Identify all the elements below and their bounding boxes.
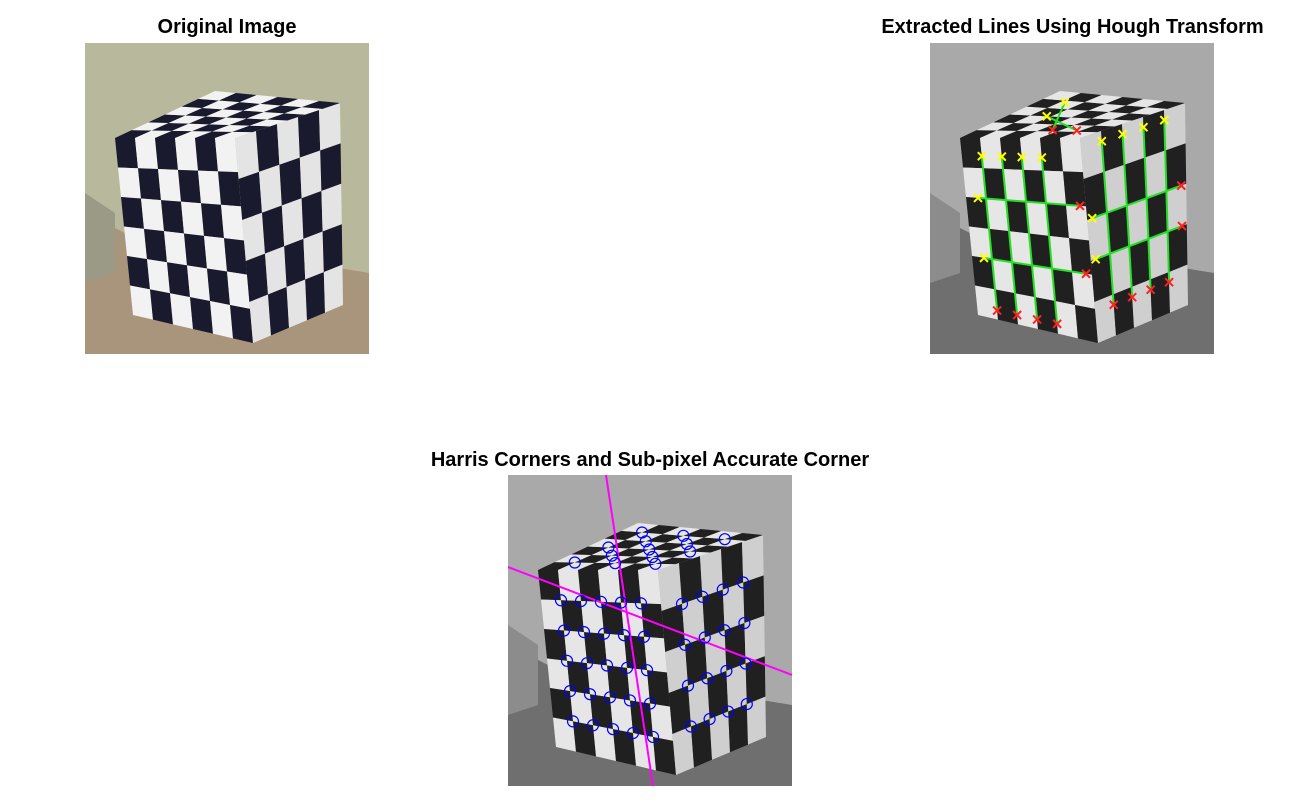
harris-corner bbox=[716, 583, 729, 596]
harris-corner bbox=[640, 664, 654, 677]
harris-corner bbox=[677, 529, 690, 542]
harris-corner bbox=[634, 597, 648, 610]
harris-corner bbox=[738, 616, 751, 630]
harris-corner bbox=[594, 595, 608, 608]
harris-corner bbox=[600, 659, 614, 672]
hough-line bbox=[1100, 141, 1115, 305]
harris-corner bbox=[560, 654, 574, 667]
harris-corner bbox=[698, 631, 711, 644]
harris-corner bbox=[703, 712, 716, 726]
hough-segment-starts bbox=[973, 97, 1170, 264]
hough-segment-ends bbox=[992, 125, 1187, 329]
harris-corner bbox=[563, 685, 577, 698]
harris-corner bbox=[720, 664, 733, 678]
hough-line bbox=[1051, 101, 1066, 131]
harris-corner bbox=[626, 726, 640, 740]
background-shadow bbox=[508, 625, 538, 715]
original-image-title: Original Image bbox=[157, 16, 297, 38]
sub-pixel-guide-lines bbox=[508, 475, 792, 786]
harris-corner bbox=[637, 630, 651, 643]
harris-corners-title: Harris Corners and Sub-pixel Accurate Co… bbox=[430, 449, 870, 471]
harris-corner bbox=[605, 549, 618, 562]
harris-corner bbox=[566, 715, 580, 728]
harris-corner bbox=[623, 694, 637, 707]
harris-corner bbox=[617, 629, 631, 642]
hough-line bbox=[980, 156, 999, 311]
harris-corner bbox=[681, 679, 695, 692]
harris-corner bbox=[574, 594, 588, 608]
harris-corner bbox=[586, 719, 600, 732]
harris-corner bbox=[620, 661, 634, 674]
hough-line bbox=[1020, 157, 1039, 320]
background-shadow bbox=[85, 193, 115, 283]
harris-corner bbox=[722, 705, 735, 718]
harris-corner-markers bbox=[554, 526, 753, 744]
harris-corner bbox=[718, 533, 731, 546]
harris-corner bbox=[684, 720, 698, 733]
background-shadow bbox=[930, 193, 960, 283]
original-image bbox=[85, 43, 369, 354]
harris-corner bbox=[608, 557, 622, 570]
harris-corners-image bbox=[508, 475, 792, 786]
harris-corner bbox=[678, 638, 692, 651]
hough-line bbox=[1121, 134, 1134, 298]
harris-corner bbox=[646, 550, 659, 564]
cube-side-face bbox=[1080, 103, 1188, 343]
harris-corner bbox=[739, 657, 752, 670]
guide-line bbox=[508, 566, 792, 676]
hough-line-segments bbox=[977, 101, 1183, 324]
harris-corner bbox=[557, 624, 571, 637]
hough-line bbox=[1095, 225, 1183, 261]
harris-corner bbox=[643, 697, 657, 710]
harris-corner bbox=[597, 627, 611, 640]
harris-corner bbox=[683, 545, 697, 558]
hough-lines-image bbox=[930, 43, 1214, 354]
harris-corner bbox=[643, 543, 656, 556]
harris-corner bbox=[740, 697, 753, 711]
harris-corner bbox=[701, 672, 714, 685]
cube-front-face bbox=[115, 138, 253, 343]
harris-corner bbox=[568, 556, 581, 569]
harris-corner bbox=[675, 597, 689, 610]
hough-line bbox=[1091, 184, 1182, 220]
harris-corner bbox=[606, 723, 620, 736]
cube-side-face bbox=[235, 103, 343, 343]
hough-line bbox=[1000, 156, 1019, 316]
hough-line bbox=[1142, 127, 1152, 290]
harris-corner bbox=[646, 730, 660, 744]
harris-corner bbox=[580, 657, 594, 670]
cube-top-face bbox=[115, 91, 340, 138]
hough-line bbox=[1040, 157, 1059, 324]
harris-corner bbox=[602, 541, 615, 554]
harris-corner bbox=[696, 590, 709, 603]
hough-line bbox=[977, 196, 1081, 207]
harris-corner bbox=[737, 576, 750, 589]
hough-line bbox=[1163, 120, 1171, 283]
cube-front-face bbox=[960, 138, 1098, 343]
hough-line bbox=[983, 256, 1087, 275]
harris-corner bbox=[577, 626, 591, 639]
harris-corner bbox=[680, 537, 693, 551]
harris-corner bbox=[614, 596, 628, 609]
harris-corner bbox=[583, 688, 597, 701]
harris-corner bbox=[554, 594, 568, 607]
harris-corner bbox=[639, 535, 652, 548]
cube-top-face bbox=[538, 523, 763, 570]
hough-lines-title: Extracted Lines Using Hough Transform bbox=[881, 16, 1264, 38]
guide-line bbox=[605, 475, 654, 786]
harris-corner bbox=[649, 557, 662, 570]
harris-corner bbox=[603, 691, 617, 704]
cube-side-face bbox=[658, 535, 766, 775]
harris-corner bbox=[718, 624, 731, 637]
hough-line bbox=[1046, 115, 1078, 132]
